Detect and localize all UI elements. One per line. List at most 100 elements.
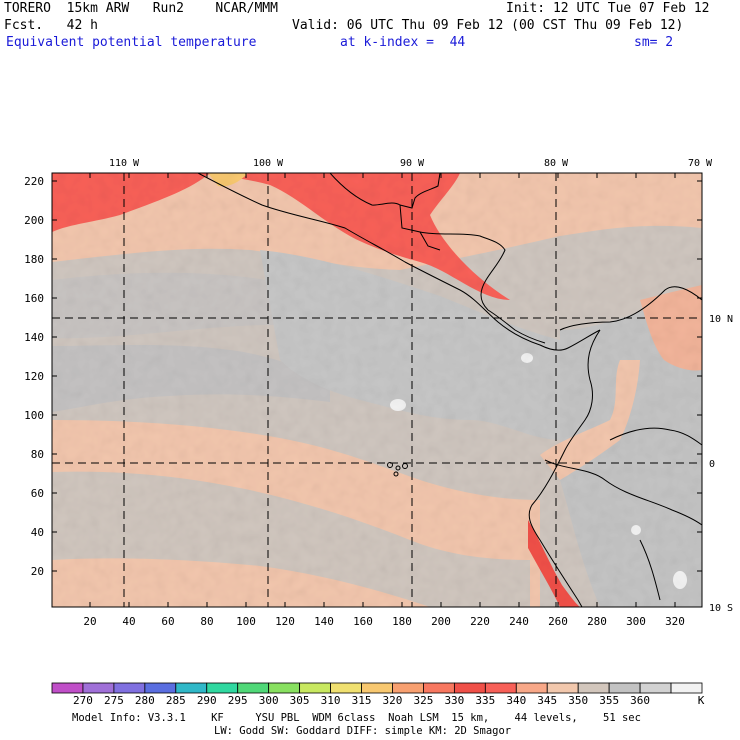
colorbar-label: 335 (475, 694, 495, 707)
field-white-spot (521, 353, 533, 363)
colorbar-swatch (546, 682, 579, 694)
colorbar-swatch (175, 682, 208, 694)
colorbar-label: 325 (413, 694, 433, 707)
colorbar-label: 295 (228, 694, 248, 707)
y-tick-label: 180 (24, 253, 44, 266)
colorbar-label: 270 (73, 694, 93, 707)
coastlines (197, 173, 702, 607)
colorbar-swatch (237, 682, 270, 694)
init-time-label: Init: 12 UTC Tue 07 Feb 12 (506, 1, 710, 16)
field-white-spot (390, 399, 406, 411)
x-tick-label: 300 (626, 615, 646, 628)
colorbar-swatch (361, 682, 393, 694)
colorbar-swatch (113, 682, 146, 694)
axis-tick-marks (52, 173, 702, 607)
field-white-spot (673, 571, 687, 589)
y-tick-label: 80 (31, 448, 44, 461)
y-tick-label: 40 (31, 526, 44, 539)
x-tick-label: 260 (548, 615, 568, 628)
mexico-gulf-coast (329, 173, 441, 209)
colorbar-swatch (484, 682, 517, 694)
valid-time-label: Valid: 06 UTC Thu 09 Feb 12 (00 CST Thu … (292, 18, 684, 33)
colorbar-swatch (330, 682, 362, 694)
map-frame (51, 172, 703, 608)
x-tick-label: 220 (470, 615, 490, 628)
lon-label-90w: 90 W (400, 158, 425, 169)
honduras-nicaragua-border (419, 231, 506, 311)
colorbar-swatch (577, 682, 610, 694)
x-tick-label: 180 (392, 615, 412, 628)
x-tick-label: 40 (122, 615, 135, 628)
y-tick-label: 100 (24, 409, 44, 422)
field-band-far-south (52, 558, 430, 607)
field-south-america (560, 290, 702, 607)
field-caribbean-warm (640, 285, 702, 371)
field-band-350-mid (52, 345, 330, 412)
costa-rica-panama (487, 309, 546, 344)
latitude-labels: 10 N 0 10 S (709, 314, 733, 614)
colorbar-label: 320 (383, 694, 403, 707)
colombia-border (609, 427, 702, 446)
colorbar-swatch (82, 682, 115, 694)
colorbar-label: 315 (352, 694, 372, 707)
colorbar-swatch (299, 682, 331, 694)
south-america-pacific-coast (528, 329, 601, 607)
level-label: at k-index = 44 (340, 35, 466, 50)
model-info-line: Model Info: V3.3.1 KF YSU PBL WDM 6class… (72, 712, 641, 724)
physics-info-line: LW: Godd SW: Goddard DIFF: simple KM: 2D… (214, 725, 512, 737)
colorbar-swatch (392, 682, 424, 694)
caribbean-coast (559, 286, 702, 331)
x-tick-label: 120 (275, 615, 295, 628)
grid-x-labels: 20 40 60 80 100 120 140 160 180 200 220 … (83, 615, 685, 628)
colorbar (51, 682, 703, 694)
pacific-coast-central-america (197, 173, 601, 351)
lon-label-70w: 70 W (688, 158, 713, 169)
colorbar-label: 305 (290, 694, 310, 707)
x-tick-label: 320 (665, 615, 685, 628)
lon-label-110w: 110 W (109, 158, 140, 169)
colorbar-label: 290 (197, 694, 217, 707)
theta-e-field (52, 173, 702, 607)
model-run-label: TORERO 15km ARW Run2 NCAR/MMM (4, 1, 278, 16)
colorbar-swatch (144, 682, 177, 694)
colorbar-label: 340 (506, 694, 526, 707)
colorbar-swatch (453, 682, 486, 694)
lat-label-10n: 10 N (709, 314, 733, 325)
x-tick-label: 240 (509, 615, 529, 628)
colorbar-label: 280 (135, 694, 155, 707)
latlon-grid (52, 173, 702, 607)
x-tick-label: 280 (587, 615, 607, 628)
colorbar-swatch (206, 682, 239, 694)
colorbar-swatch (423, 682, 455, 694)
colorbar-labels: 270 275 280 285 290 295 300 305 310 315 320 325 330 3… (73, 694, 650, 707)
ecuador-peru-border (544, 459, 702, 526)
colorbar-label: 310 (321, 694, 341, 707)
y-tick-label: 160 (24, 292, 44, 305)
grid-y-labels: 220 200 180 160 140 120 100 80 60 40 20 (24, 175, 44, 578)
y-tick-label: 120 (24, 370, 44, 383)
colorbar-label: 330 (444, 694, 464, 707)
colorbar-swatch (268, 682, 301, 694)
colorbar-label: 300 (259, 694, 279, 707)
galapagos-island (395, 465, 401, 471)
y-tick-label: 60 (31, 487, 44, 500)
x-tick-label: 160 (353, 615, 373, 628)
colorbar-label: 275 (104, 694, 124, 707)
smoothing-label: sm= 2 (634, 35, 674, 50)
colorbar-label: 350 (568, 694, 588, 707)
colorbar-label: 285 (166, 694, 186, 707)
forecast-hour-label: Fcst. 42 h (4, 18, 98, 33)
field-hot-northwest (52, 173, 210, 232)
colorbar-swatch (670, 682, 703, 694)
field-andes-hot (528, 520, 580, 607)
colorbar-unit: K (698, 694, 705, 707)
colorbar-swatch (608, 682, 641, 694)
x-tick-label: 100 (236, 615, 256, 628)
colorbar-label: 345 (537, 694, 557, 707)
x-tick-label: 20 (83, 615, 96, 628)
y-tick-label: 140 (24, 331, 44, 344)
y-tick-label: 20 (31, 565, 44, 578)
galapagos-island (393, 471, 399, 477)
y-tick-label: 200 (24, 214, 44, 227)
